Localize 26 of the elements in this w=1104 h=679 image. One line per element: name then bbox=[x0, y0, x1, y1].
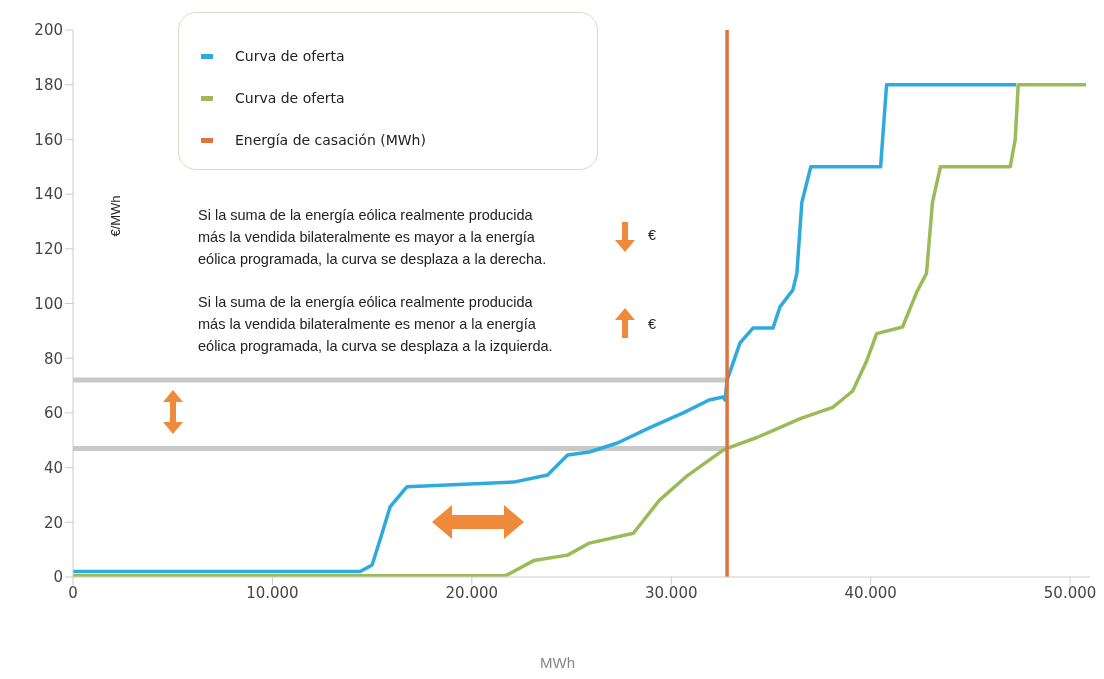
annotation: € bbox=[648, 315, 657, 334]
y-tick-label: 20 bbox=[43, 513, 63, 532]
y-tick-label: 200 bbox=[34, 21, 63, 40]
x-axis-title: MWh bbox=[540, 653, 575, 673]
annotation: Si la suma de la energía eólica realmente producida más la vendida bilateralmente es menor a la energía eólica programada, la curva se desplaza a la izquierda. bbox=[198, 293, 554, 356]
legend-label: Curva de oferta bbox=[235, 48, 345, 64]
y-tick-label: 140 bbox=[34, 185, 63, 204]
y-tick-label: 40 bbox=[43, 458, 63, 477]
x-tick-label: 10.000 bbox=[246, 583, 299, 602]
y-tick-label: 0 bbox=[53, 568, 63, 587]
y-axis-title: €/MWh bbox=[106, 195, 124, 237]
legend-label: Energía de casación (MWh) bbox=[235, 132, 426, 148]
x-tick-label: 20.000 bbox=[445, 583, 499, 602]
x-tick-label: 50.000 bbox=[1043, 583, 1097, 602]
x-tick-label: 40.000 bbox=[844, 583, 897, 602]
y-tick-label: 100 bbox=[34, 294, 63, 313]
y-tick-label: 60 bbox=[43, 404, 63, 423]
legend-label: Curva de oferta bbox=[235, 90, 345, 106]
annotation: € bbox=[648, 226, 657, 245]
y-tick-label: 180 bbox=[34, 76, 63, 95]
x-tick-label: 30.000 bbox=[644, 583, 698, 602]
y-tick-label: 80 bbox=[43, 349, 63, 368]
y-tick-label: 120 bbox=[34, 240, 63, 259]
x-tick-label: 0 bbox=[68, 583, 78, 602]
y-tick-label: 160 bbox=[34, 130, 63, 149]
annotation: Si la suma de la energía eólica realmente producida más la vendida bilateralmente es mayor a la energía eólica programada, la curva se desplaza a la derecha. bbox=[198, 206, 548, 269]
